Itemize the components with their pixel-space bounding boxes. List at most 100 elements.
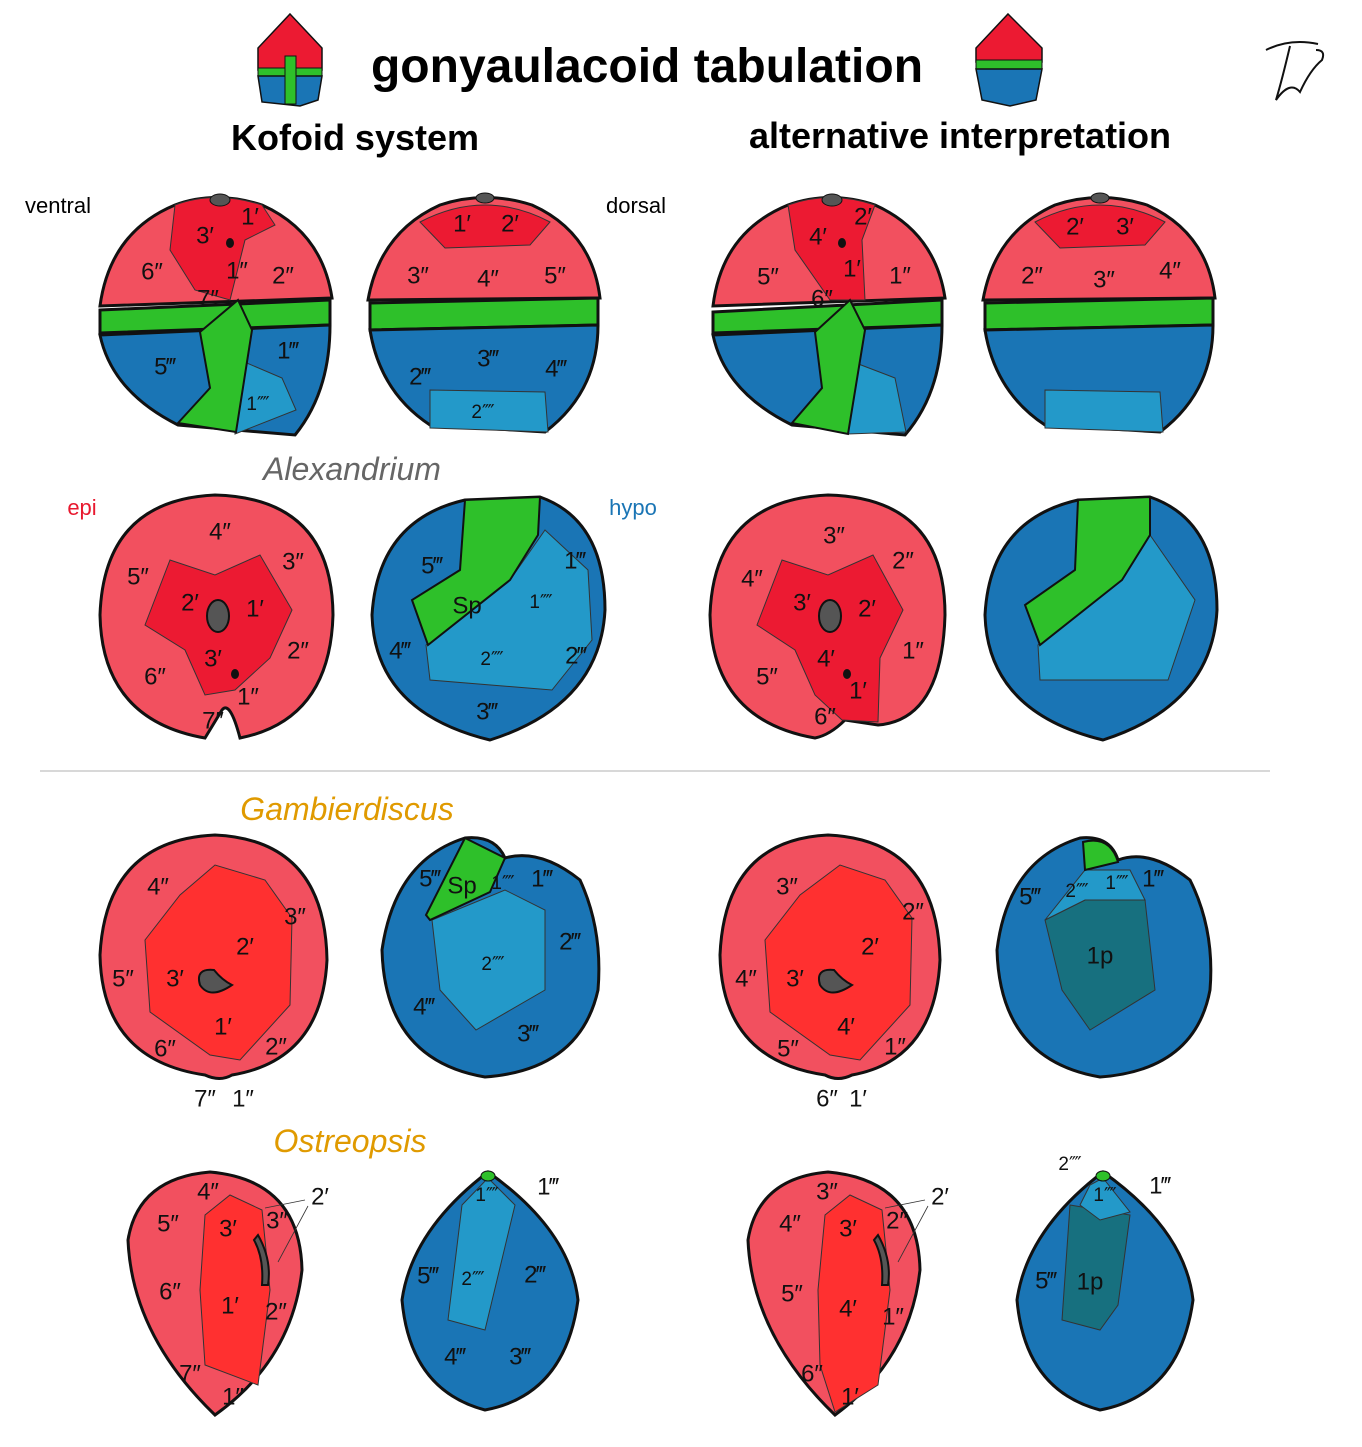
plate-label-alt-ventral: 6″ (811, 285, 833, 312)
plate-label-alexandrium-kofoid-hypo: 5‴ (421, 552, 443, 579)
plate-label-ostreopsis-kofoid-epi: 1″ (222, 1383, 244, 1410)
label-dorsal: dorsal (606, 193, 666, 218)
plate-label-ostreopsis-alt-epi: 2″ (886, 1207, 908, 1234)
label-ventral: ventral (25, 193, 91, 218)
plate-label-gambierdiscus-kofoid-hypo: 1‴ (531, 865, 553, 892)
plate-label-alexandrium-kofoid-hypo: 3‴ (476, 698, 498, 725)
cell-gambierdiscus-alt-epi (718, 833, 942, 1080)
genus-ostreopsis: Ostreopsis (274, 1123, 427, 1159)
plate-label-gambierdiscus-alt-epi: 2′ (861, 933, 879, 960)
plate-label-kofoid-ventral: 6″ (141, 258, 163, 285)
plate-label-ostreopsis-alt-hypo: 2⁗ (1058, 1154, 1082, 1175)
plate-label-gambierdiscus-alt-epi: 4″ (735, 965, 757, 992)
plate-label-alexandrium-kofoid-hypo: Sp (452, 592, 481, 619)
plate-label-kofoid-dorsal: 3″ (407, 262, 429, 289)
plate-label-gambierdiscus-kofoid-epi: 7″ (194, 1085, 216, 1112)
plate-label-kofoid-ventral: 1′ (241, 203, 259, 230)
plate-label-ostreopsis-alt-hypo: 5‴ (1035, 1267, 1057, 1294)
plate-label-ostreopsis-kofoid-epi: 2′ (311, 1183, 329, 1210)
cell-alexandrium-alt-hypo (983, 495, 1219, 742)
plate-label-ostreopsis-kofoid-epi: 6″ (159, 1278, 181, 1305)
plate-label-ostreopsis-kofoid-hypo: 2‴ (524, 1261, 546, 1288)
plate-label-gambierdiscus-kofoid-epi: 3′ (166, 965, 184, 992)
plate-label-alexandrium-alt-epi: 6″ (814, 703, 836, 730)
cell-ostreopsis-kofoid-epi (126, 1170, 309, 1417)
plate-label-kofoid-ventral: 1″ (226, 257, 248, 284)
plate-label-alt-dorsal: 3″ (1093, 266, 1115, 293)
plate-label-alexandrium-kofoid-epi: 5″ (127, 563, 149, 590)
plate-label-alexandrium-alt-epi: 1′ (849, 677, 867, 704)
plate-label-ostreopsis-kofoid-epi: 1′ (221, 1292, 239, 1319)
cell-gambierdiscus-kofoid-epi (98, 833, 329, 1080)
label-epi: epi (67, 495, 96, 520)
plate-label-ostreopsis-alt-epi: 3″ (816, 1178, 838, 1205)
cell-gambierdiscus-kofoid-hypo (380, 836, 601, 1079)
plate-label-kofoid-ventral: 5‴ (154, 353, 176, 380)
plate-label-alexandrium-kofoid-hypo: 1‴ (564, 547, 586, 574)
plate-label-ostreopsis-kofoid-epi: 2″ (265, 1298, 287, 1325)
plate-label-gambierdiscus-kofoid-hypo: 1⁗ (491, 873, 515, 894)
plate-label-gambierdiscus-kofoid-hypo: 4‴ (413, 993, 435, 1020)
plate-label-gambierdiscus-kofoid-hypo: Sp (447, 872, 476, 899)
plate-label-alt-ventral: 4′ (809, 223, 827, 250)
plate-label-gambierdiscus-alt-epi: 5″ (777, 1035, 799, 1062)
plate-label-alexandrium-alt-epi: 1″ (902, 637, 924, 664)
plate-labels: 3′ 1′ 1″ 2″ 6″ 7″ 5‴ 1‴ 1⁗ 1′ 2′ 3″ 4″ 5″ 3‴ 2‴ 4‴ 2⁗ 4′ 2′… (112, 203, 1181, 1410)
plate-label-alexandrium-alt-epi: 4′ (817, 645, 835, 672)
plate-label-gambierdiscus-alt-epi: 2″ (902, 898, 924, 925)
plate-label-gambierdiscus-kofoid-epi: 2″ (265, 1033, 287, 1060)
plate-label-gambierdiscus-alt-epi: 4′ (837, 1013, 855, 1040)
plate-label-alexandrium-kofoid-hypo: 2‴ (565, 642, 587, 669)
plate-label-gambierdiscus-kofoid-hypo: 5‴ (419, 865, 441, 892)
plate-label-kofoid-dorsal: 1′ (453, 210, 471, 237)
plate-label-ostreopsis-alt-epi: 1′ (841, 1383, 859, 1410)
theca-icon-right (975, 12, 1043, 107)
plate-label-ostreopsis-kofoid-hypo: 3‴ (509, 1343, 531, 1370)
plate-label-alt-ventral: 1″ (889, 262, 911, 289)
plate-label-alexandrium-kofoid-epi: 3″ (282, 548, 304, 575)
genus-gambierdiscus: Gambierdiscus (240, 791, 453, 827)
plate-label-alexandrium-kofoid-epi: 6″ (144, 663, 166, 690)
plate-label-kofoid-dorsal: 2′ (501, 210, 519, 237)
plate-label-alexandrium-alt-epi: 3′ (793, 589, 811, 616)
plate-label-alt-dorsal: 2′ (1066, 213, 1084, 240)
plate-label-gambierdiscus-alt-hypo: 1p (1087, 942, 1114, 969)
cell-alt-dorsal (981, 192, 1217, 434)
cell-alt-ventral (711, 193, 947, 437)
heading-alternative: alternative interpretation (749, 115, 1171, 156)
plate-label-ostreopsis-alt-hypo: 1⁗ (1093, 1185, 1117, 1206)
cell-alexandrium-kofoid-hypo (370, 495, 607, 742)
plate-label-ostreopsis-alt-epi: 4″ (779, 1210, 801, 1237)
plate-label-ostreopsis-alt-hypo: 1‴ (1149, 1172, 1171, 1199)
plate-label-gambierdiscus-kofoid-hypo: 2⁗ (481, 954, 505, 975)
plate-label-gambierdiscus-kofoid-epi: 5″ (112, 965, 134, 992)
plate-label-kofoid-dorsal: 4‴ (545, 355, 567, 382)
plate-label-gambierdiscus-alt-epi: 3″ (776, 873, 798, 900)
plate-label-ostreopsis-alt-epi: 1″ (882, 1303, 904, 1330)
cell-gambierdiscus-alt-hypo (995, 836, 1213, 1079)
plate-label-ostreopsis-kofoid-epi: 7″ (179, 1360, 201, 1387)
plate-label-gambierdiscus-kofoid-epi: 2′ (236, 933, 254, 960)
plate-label-gambierdiscus-alt-epi: 1″ (884, 1033, 906, 1060)
plate-label-alexandrium-kofoid-epi: 2″ (287, 637, 309, 664)
plate-label-alt-dorsal: 2″ (1021, 262, 1043, 289)
plate-label-alexandrium-kofoid-epi: 7″ (202, 707, 224, 734)
plate-label-gambierdiscus-kofoid-hypo: 2‴ (559, 928, 581, 955)
plate-label-ostreopsis-kofoid-epi: 4″ (197, 1178, 219, 1205)
plate-label-ostreopsis-alt-epi: 3′ (839, 1215, 857, 1242)
genus-alexandrium: Alexandrium (261, 451, 441, 487)
plate-label-kofoid-ventral: 7″ (197, 285, 219, 312)
plate-label-alt-dorsal: 4″ (1159, 257, 1181, 284)
plate-label-kofoid-dorsal: 2‴ (409, 363, 431, 390)
plate-label-alt-ventral: 1′ (843, 255, 861, 282)
plate-label-alexandrium-alt-epi: 2″ (892, 547, 914, 574)
plate-label-kofoid-dorsal: 3‴ (477, 345, 499, 372)
plate-label-gambierdiscus-kofoid-epi: 4″ (147, 873, 169, 900)
plate-label-alt-dorsal: 3′ (1116, 213, 1134, 240)
plate-label-ostreopsis-kofoid-hypo: 1⁗ (475, 1185, 499, 1206)
plate-label-ostreopsis-kofoid-epi: 3″ (266, 1207, 288, 1234)
heading-kofoid: Kofoid system (231, 117, 479, 158)
plate-label-ostreopsis-alt-epi: 6″ (801, 1360, 823, 1387)
plate-label-ostreopsis-kofoid-hypo: 2⁗ (461, 1269, 485, 1290)
